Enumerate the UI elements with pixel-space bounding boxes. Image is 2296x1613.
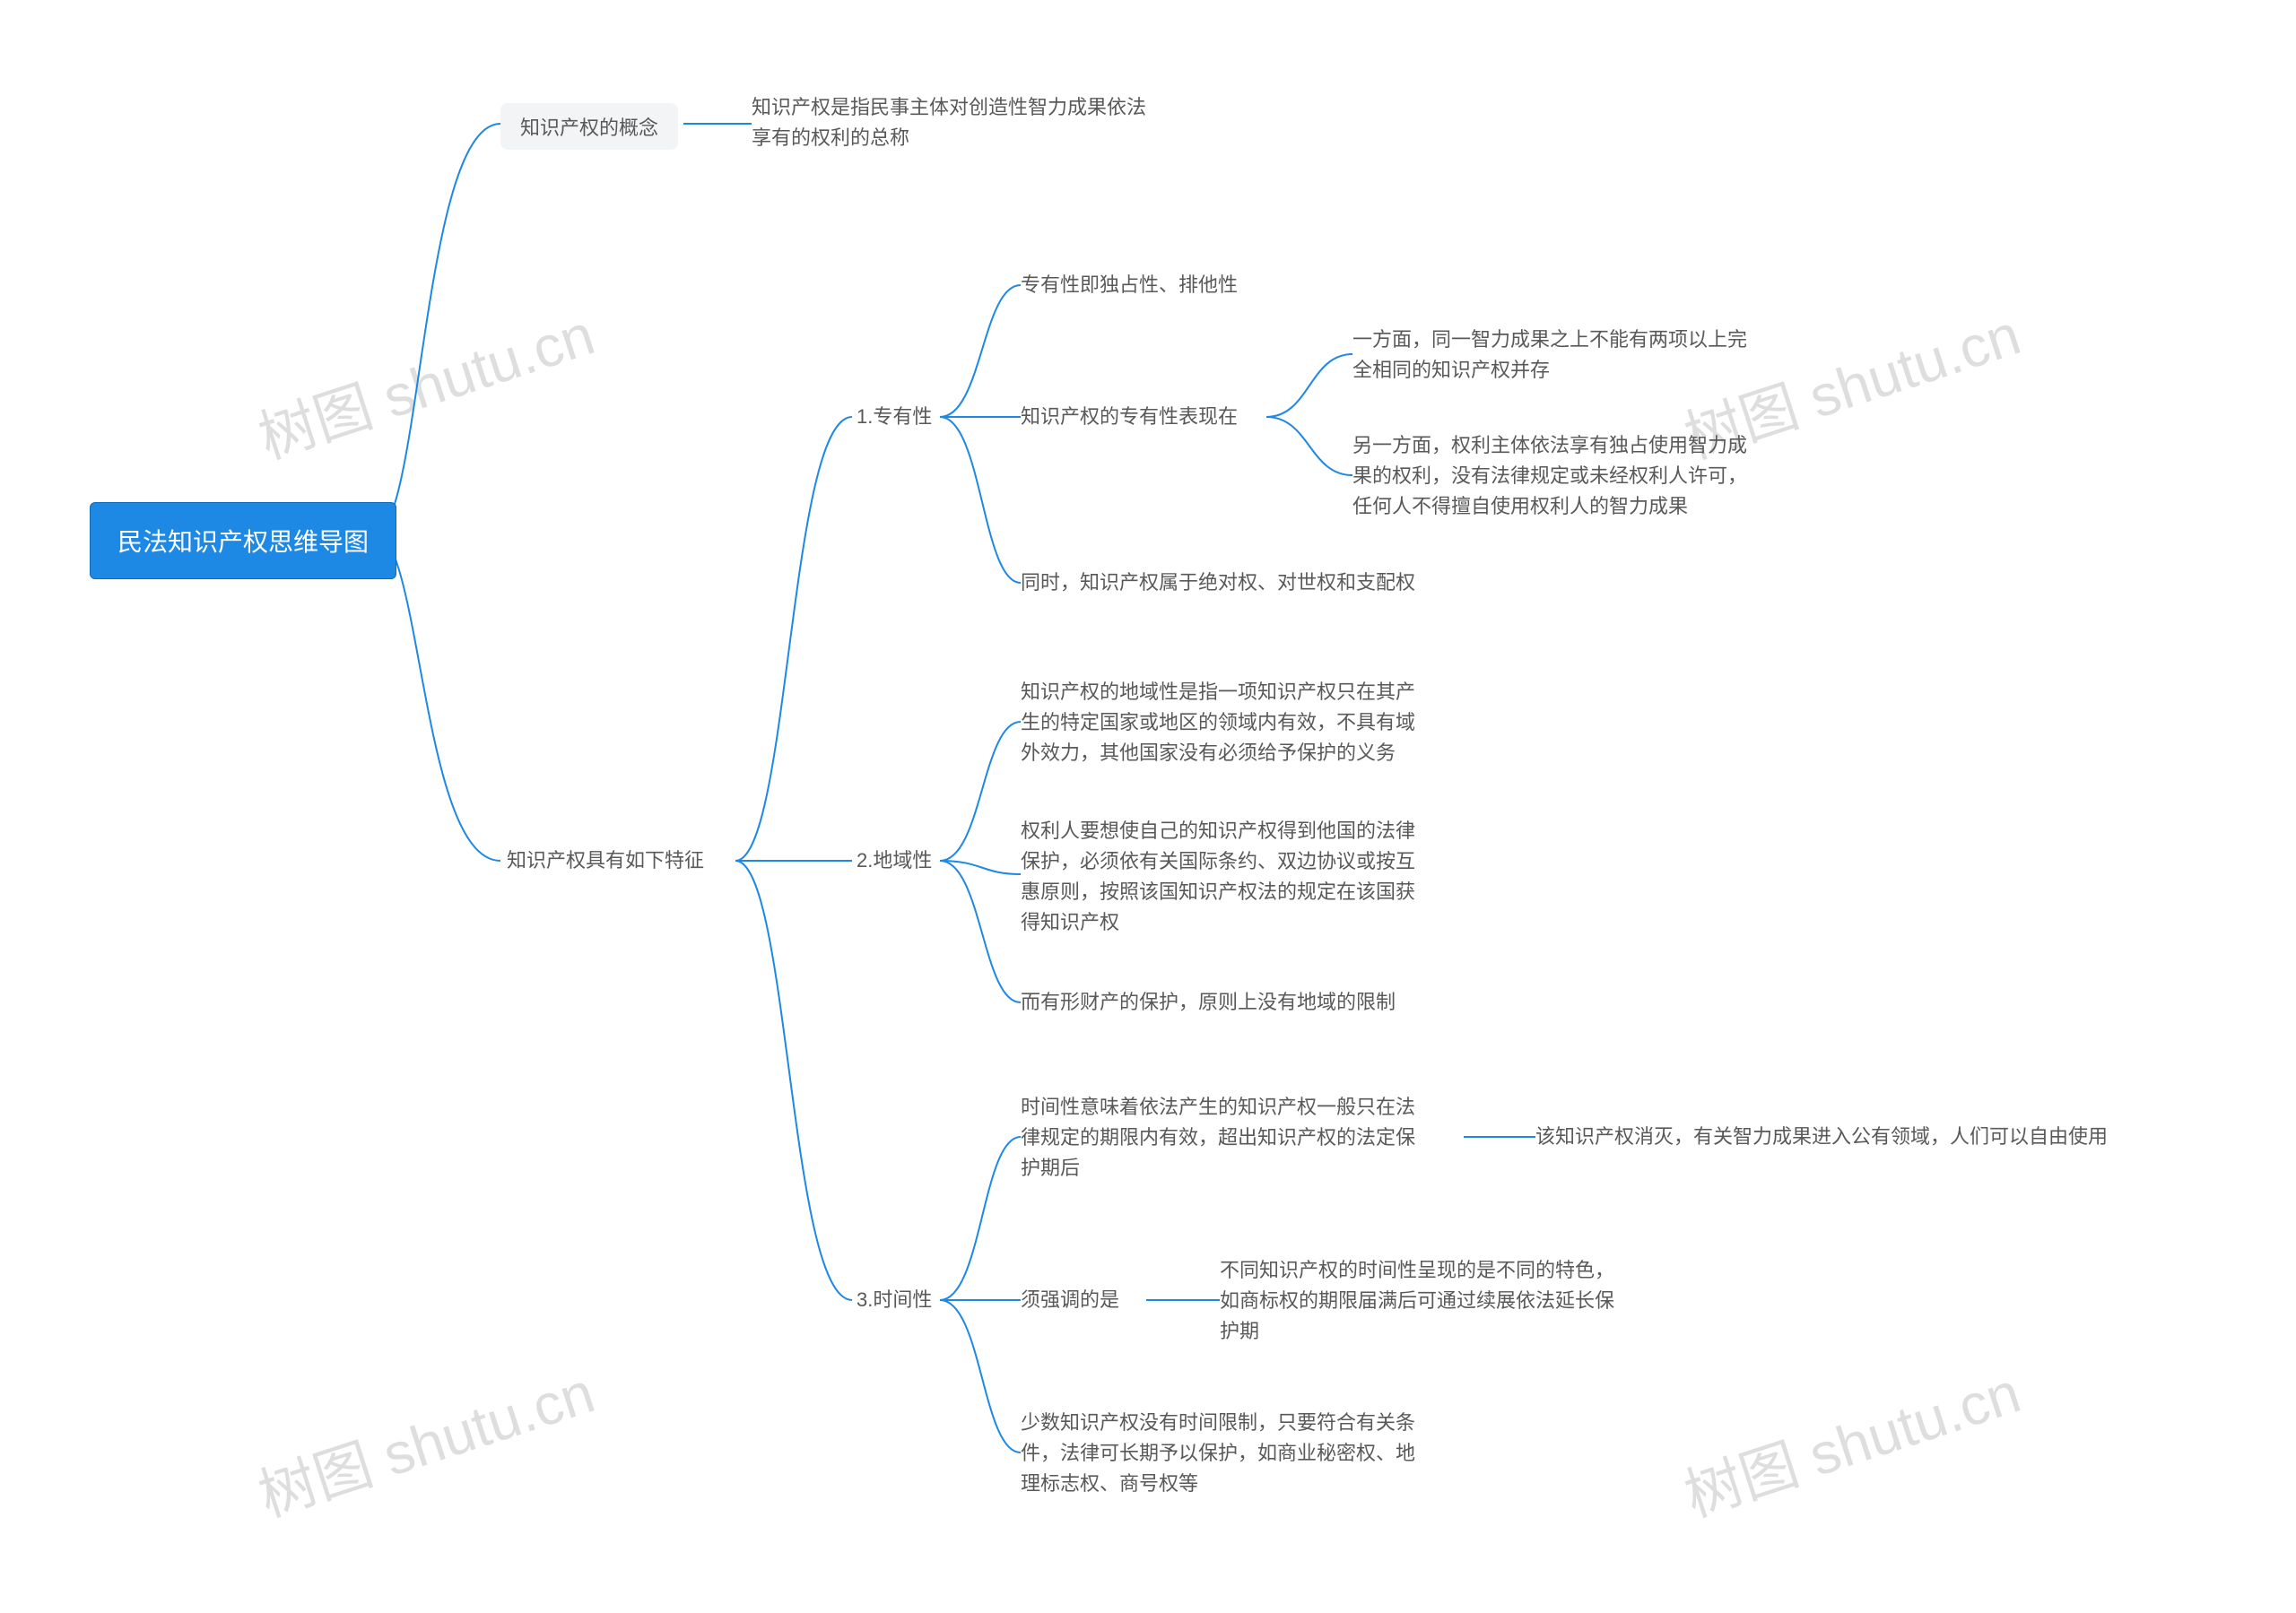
node-temporal-b1: 不同知识产权的时间性呈现的是不同的特色， 如商标权的期限届满后可通过续展依法延长… <box>1220 1255 1668 1347</box>
node-regional-c: 而有形财产的保护，原则上没有地域的限制 <box>1021 987 1469 1018</box>
node-regional-a: 知识产权的地域性是指一项知识产权只在其产 生的特定国家或地区的领域内有效，不具有… <box>1021 677 1469 768</box>
connectors <box>0 0 2296 1613</box>
root-node: 民法知识产权思维导图 <box>90 502 396 579</box>
node-temporal: 3.时间性 <box>857 1285 932 1315</box>
node-exclusive: 1.专有性 <box>857 402 932 432</box>
node-exclusive-c: 同时，知识产权属于绝对权、对世权和支配权 <box>1021 568 1487 598</box>
node-regional-b: 权利人要想使自己的知识产权得到他国的法律 保护，必须依有关国际条约、双边协议或按… <box>1021 816 1469 938</box>
watermark: 树图 shutu.cn <box>247 1347 603 1532</box>
node-exclusive-b1: 一方面，同一智力成果之上不能有两项以上完 全相同的知识产权并存 <box>1352 325 1801 386</box>
node-temporal-c: 少数知识产权没有时间限制，只要符合有关条 件，法律可长期予以保护，如商业秘密权、… <box>1021 1408 1469 1499</box>
node-temporal-a1: 该知识产权消灭，有关智力成果进入公有领域，人们可以自由使用 <box>1535 1122 2181 1152</box>
node-exclusive-a: 专有性即独占性、排他性 <box>1021 270 1451 300</box>
watermark: 树图 shutu.cn <box>1673 1347 2029 1532</box>
node-temporal-a: 时间性意味着依法产生的知识产权一般只在法 律规定的期限内有效，超出知识产权的法定… <box>1021 1092 1469 1184</box>
node-exclusive-b: 知识产权的专有性表现在 <box>1021 402 1272 432</box>
node-regional: 2.地域性 <box>857 846 932 876</box>
node-concept-def: 知识产权是指民事主体对创造性智力成果依法 享有的权利的总称 <box>752 92 1200 153</box>
node-exclusive-b2: 另一方面，权利主体依法享有独占使用智力成 果的权利，没有法律规定或未经权利人许可… <box>1352 430 1801 522</box>
branch-concept: 知识产权的概念 <box>500 103 678 150</box>
watermark: 树图 shutu.cn <box>247 289 603 474</box>
node-temporal-b: 须强调的是 <box>1021 1285 1155 1315</box>
branch-features: 知识产权具有如下特征 <box>507 846 704 876</box>
